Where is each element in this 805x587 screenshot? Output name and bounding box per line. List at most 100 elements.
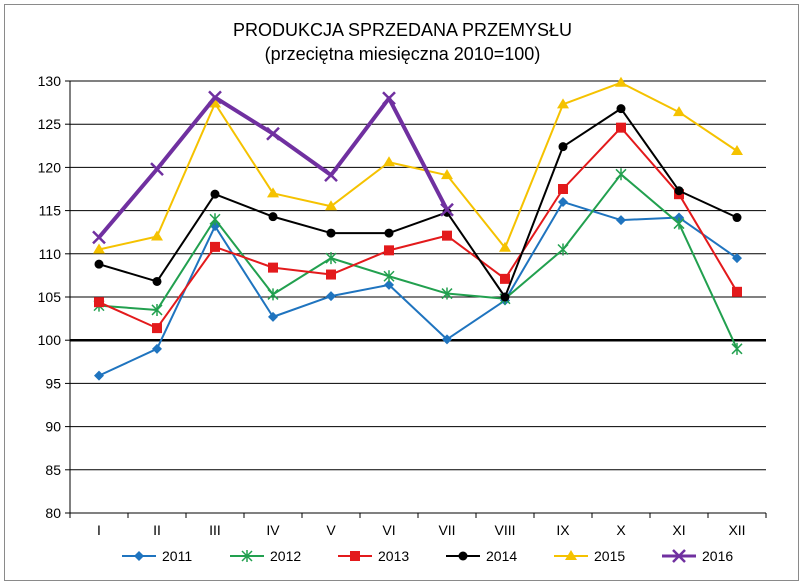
y-tick-label: 110 bbox=[39, 246, 62, 262]
legend-label: 2013 bbox=[378, 548, 409, 564]
x-axis: I II III IV V VI VII VIII IX X XI XII bbox=[69, 512, 767, 538]
data-point-2013 bbox=[210, 241, 220, 252]
legend-item-2011: 2011 bbox=[122, 548, 192, 564]
y-tick-label: 90 bbox=[45, 419, 61, 435]
data-point-2012 bbox=[731, 342, 743, 355]
series-2011 bbox=[94, 196, 742, 381]
data-point-2011 bbox=[558, 196, 568, 207]
data-point-2014 bbox=[94, 259, 104, 269]
legend-item-2013: 2013 bbox=[338, 548, 409, 564]
data-point-2015 bbox=[383, 156, 395, 167]
x-tick-label: V bbox=[326, 522, 336, 538]
data-point-2011 bbox=[268, 311, 278, 322]
data-point-2015 bbox=[441, 169, 453, 180]
data-point-2014 bbox=[442, 207, 452, 217]
data-point-2013 bbox=[94, 297, 104, 308]
legend-item-2015: 2015 bbox=[554, 548, 625, 564]
series-line-2015 bbox=[98, 81, 738, 251]
y-tick-label: 85 bbox=[45, 462, 61, 478]
data-point-2016 bbox=[266, 126, 280, 141]
data-point-2013 bbox=[500, 273, 510, 284]
data-point-2011 bbox=[384, 279, 394, 290]
data-point-2011 bbox=[326, 291, 336, 302]
chart-subtitle: (przeciętna miesięczna 2010=100) bbox=[264, 44, 541, 64]
x-tick-label: I bbox=[97, 522, 101, 538]
x-tick-label: VIII bbox=[494, 522, 515, 538]
data-point-2015 bbox=[557, 98, 569, 109]
x-tick-label: XII bbox=[728, 522, 745, 538]
data-point-2012 bbox=[441, 287, 453, 300]
series-2015 bbox=[93, 76, 743, 254]
series-2013 bbox=[94, 122, 742, 334]
y-axis: 80 85 90 95 100 105 110 115 120 125 130 bbox=[38, 73, 71, 521]
data-point-2016 bbox=[150, 162, 164, 177]
data-point-2013 bbox=[616, 122, 626, 133]
chart-title: PRODUKCJA SPRZEDANA PRZEMYSŁU bbox=[232, 20, 573, 40]
data-point-2015 bbox=[499, 241, 511, 252]
data-point-2011 bbox=[732, 253, 742, 264]
data-point-2014 bbox=[558, 142, 568, 152]
data-point-2013 bbox=[558, 184, 568, 194]
legend-swatch-marker bbox=[134, 551, 144, 561]
legend-swatch-marker bbox=[565, 550, 577, 560]
data-point-2014 bbox=[732, 213, 742, 223]
data-point-2015 bbox=[325, 200, 337, 211]
series-line-2012 bbox=[98, 173, 738, 350]
data-point-2015 bbox=[731, 144, 743, 155]
data-point-2013 bbox=[152, 323, 162, 334]
data-point-2014 bbox=[152, 276, 162, 286]
data-point-2014 bbox=[384, 228, 394, 238]
data-point-2014 bbox=[616, 104, 626, 114]
data-point-2012 bbox=[267, 288, 279, 301]
series-layer bbox=[92, 76, 743, 381]
legend-swatch-marker bbox=[672, 549, 686, 563]
data-point-2015 bbox=[615, 76, 627, 87]
data-point-2014 bbox=[268, 212, 278, 222]
y-tick-label: 130 bbox=[38, 73, 62, 89]
x-tick-label: XI bbox=[672, 522, 685, 538]
y-tick-label: 120 bbox=[38, 159, 62, 175]
data-point-2011 bbox=[94, 370, 104, 381]
data-point-2012 bbox=[673, 217, 685, 230]
legend-label: 2016 bbox=[702, 548, 733, 564]
data-point-2014 bbox=[500, 292, 510, 302]
data-point-2016 bbox=[440, 202, 454, 217]
chart-frame bbox=[4, 4, 799, 581]
data-point-2015 bbox=[267, 187, 279, 198]
data-point-2013 bbox=[268, 262, 278, 273]
series-2012 bbox=[93, 168, 743, 355]
x-tick-label: VII bbox=[438, 522, 455, 538]
data-point-2013 bbox=[732, 286, 742, 297]
data-point-2012 bbox=[615, 168, 627, 181]
series-line-2011 bbox=[98, 200, 738, 377]
legend-item-2014: 2014 bbox=[446, 548, 517, 564]
data-point-2016 bbox=[324, 168, 338, 183]
data-point-2014 bbox=[210, 189, 220, 199]
legend-item-2016: 2016 bbox=[662, 548, 733, 564]
legend-label: 2012 bbox=[270, 548, 301, 564]
legend-label: 2015 bbox=[594, 548, 625, 564]
y-tick-label: 100 bbox=[38, 332, 62, 348]
data-point-2015 bbox=[93, 243, 105, 254]
data-point-2011 bbox=[442, 334, 452, 345]
data-point-2012 bbox=[325, 252, 337, 265]
data-point-2013 bbox=[442, 230, 452, 241]
y-tick-label: 125 bbox=[38, 116, 62, 132]
x-tick-label: II bbox=[153, 522, 161, 538]
legend-swatch-marker bbox=[458, 551, 468, 561]
x-tick-label: X bbox=[616, 522, 626, 538]
data-point-2014 bbox=[674, 186, 684, 196]
data-point-2016 bbox=[92, 230, 106, 245]
series-line-2013 bbox=[98, 126, 738, 330]
series-2016 bbox=[92, 90, 454, 245]
series-line-2014 bbox=[98, 107, 738, 298]
data-point-2012 bbox=[383, 270, 395, 283]
data-point-2016 bbox=[382, 91, 396, 106]
data-point-2012 bbox=[557, 243, 569, 256]
y-tick-label: 115 bbox=[39, 203, 62, 219]
y-tick-label: 80 bbox=[45, 505, 61, 521]
legend-item-2012: 2012 bbox=[230, 548, 301, 564]
legend: 2011 2012 2013 2014 2015 2016 bbox=[122, 548, 733, 564]
data-point-2014 bbox=[326, 228, 336, 238]
